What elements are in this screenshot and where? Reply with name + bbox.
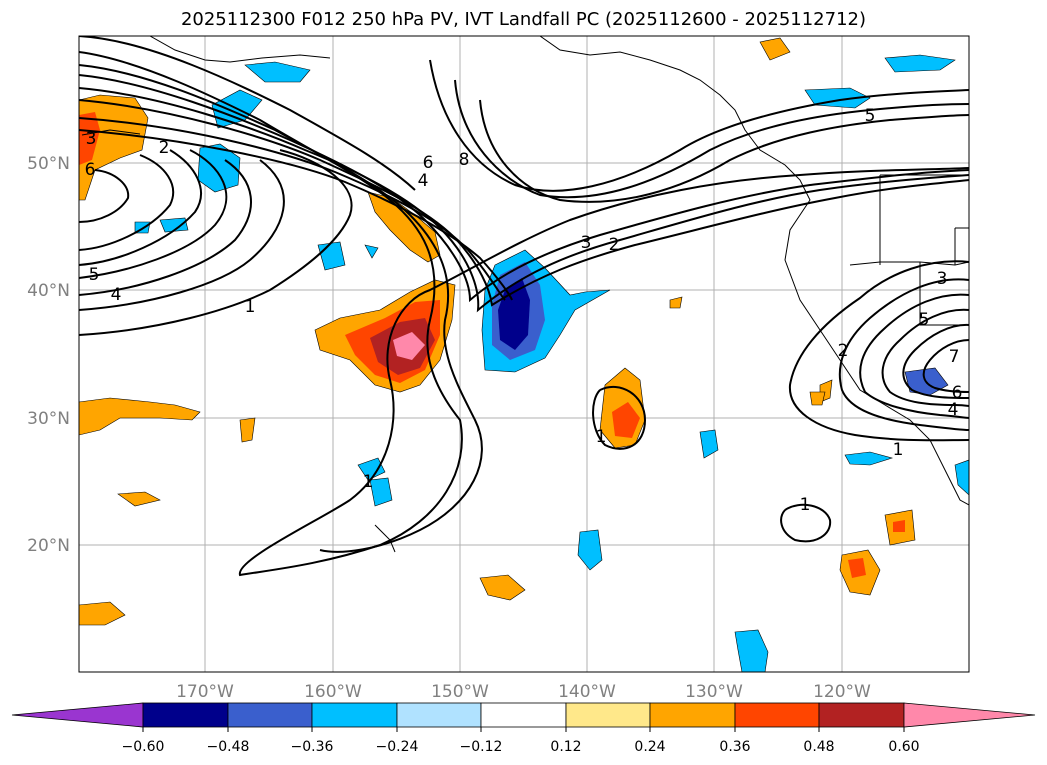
colorbar-tick-label: 0.24: [634, 739, 665, 755]
contour-label: 3: [937, 269, 948, 289]
colorbar-swatch: [396, 702, 482, 728]
contour-label: 2: [159, 138, 170, 158]
contour-label: 5: [865, 106, 876, 126]
colorbar-swatch: [649, 702, 736, 728]
contour-label: 1: [363, 472, 374, 492]
contour-label: 5: [89, 265, 100, 285]
colorbar-tick-marks: [142, 727, 905, 732]
colorbar: [11, 702, 1036, 728]
map-title: 2025112300 F012 250 hPa PV, IVT Landfall…: [180, 9, 867, 30]
lat-label: 40°N: [27, 281, 70, 301]
colorbar-swatch: [734, 702, 820, 728]
colorbar-under-triangle: [11, 702, 144, 728]
colorbar-tick-label: −0.36: [291, 739, 334, 755]
colorbar-tick-label: −0.24: [376, 739, 419, 755]
contour-label: 5: [919, 310, 930, 330]
contour-label: 2: [609, 235, 620, 255]
lon-label: 160°W: [304, 682, 362, 702]
colorbar-swatch: [565, 702, 651, 728]
colorbar-swatch: [227, 702, 313, 728]
colorbar-tick-label: 0.36: [719, 739, 750, 755]
colorbar-swatch: [480, 702, 567, 728]
longitude-labels: 170°W 160°W 150°W 140°W 130°W 120°W: [176, 682, 871, 702]
pv-anomaly-fills: [79, 37, 969, 672]
pv-positive-core-nw: [79, 112, 100, 165]
contour-label: 4: [948, 400, 959, 420]
colorbar-swatch: [818, 702, 905, 728]
pv-positive-region-west: [79, 397, 201, 436]
colorbar-tick-label: −0.12: [460, 739, 503, 755]
contour-label: 6: [423, 153, 434, 173]
colorbar-tick-label: 0.60: [888, 739, 919, 755]
latitude-labels: 50°N 40°N 30°N 20°N: [27, 154, 70, 556]
ivt-contours: [79, 36, 969, 577]
lon-label: 150°W: [431, 682, 489, 702]
colorbar-tick-label: −0.48: [207, 739, 250, 755]
lon-label: 170°W: [176, 682, 234, 702]
contour-label: 3: [86, 129, 97, 149]
contour-labels: 3 2 6 5 4 1 6 8 4 3 2 5 3 5 2 7 6 4 1 1 …: [85, 106, 963, 515]
contour-label: 4: [418, 171, 429, 191]
contour-label: 7: [949, 347, 960, 367]
colorbar-tick-labels: −0.60 −0.48 −0.36 −0.24 −0.12 0.12 0.24 …: [122, 739, 920, 755]
colorbar-tick-label: 0.48: [803, 739, 834, 755]
contour-label: 2: [838, 341, 849, 361]
lon-label: 120°W: [813, 682, 871, 702]
lon-label: 140°W: [558, 682, 616, 702]
contour-label: 8: [459, 150, 470, 170]
colorbar-swatch: [142, 702, 229, 728]
colorbar-tick-label: −0.60: [122, 739, 165, 755]
contour-label: 6: [952, 383, 963, 403]
colorbar-swatch: [311, 702, 398, 728]
contour-label: 1: [596, 427, 607, 447]
contour-label: 6: [85, 160, 96, 180]
contour-label: 1: [245, 297, 256, 317]
map-border: [78, 35, 970, 673]
lat-label: 50°N: [27, 154, 70, 174]
lat-label: 30°N: [27, 409, 70, 429]
lat-label: 20°N: [27, 536, 70, 556]
contour-label: 1: [893, 440, 904, 460]
contour-label: 3: [581, 233, 592, 253]
colorbar-over-triangle: [903, 702, 1036, 728]
lon-label: 130°W: [685, 682, 743, 702]
contour-label: 4: [111, 285, 122, 305]
colorbar-tick-label: 0.12: [550, 739, 581, 755]
contour-label: 1: [800, 495, 811, 515]
pv-positive-region-plume: [367, 191, 441, 263]
